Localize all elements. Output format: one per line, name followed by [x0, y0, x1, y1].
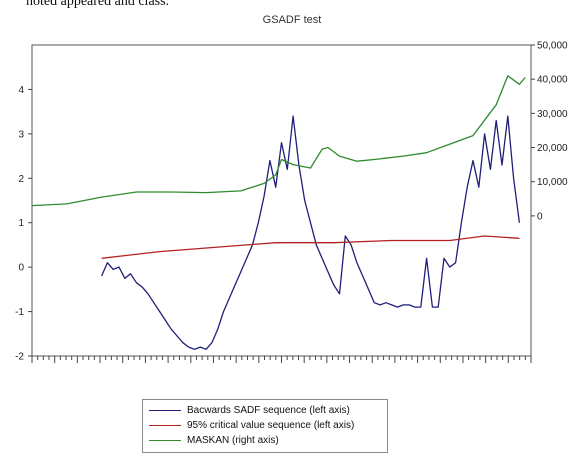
legend-swatch-maskan: [149, 440, 181, 441]
left-axis-tick-label: -2: [15, 352, 24, 363]
chart-title: GSADF test: [262, 14, 322, 26]
right-axis-tick-label: 10,000: [537, 177, 568, 188]
legend-swatch-critical: [149, 425, 181, 426]
legend-entry-sadf: Bacwards SADF sequence (left axis): [149, 403, 381, 418]
legend-label-critical: 95% critical value sequence (left axis): [187, 420, 355, 431]
right-axis-tick-label: 40,000: [537, 75, 568, 86]
plot-frame: [31, 44, 532, 357]
left-axis-tick-label: 1: [18, 218, 24, 229]
left-axis-tick-label: -1: [15, 307, 24, 318]
left-axis-tick-label: 0: [18, 263, 24, 274]
right-axis-tick-label: 20,000: [537, 143, 568, 154]
series-line-maskan: [31, 75, 526, 207]
legend-entry-critical: 95% critical value sequence (left axis): [149, 418, 381, 433]
right-axis-tick-label: 0: [537, 211, 543, 222]
legend-entry-maskan: MASKAN (right axis): [149, 433, 381, 448]
legend-label-sadf: Bacwards SADF sequence (left axis): [187, 405, 350, 416]
legend-label-maskan: MASKAN (right axis): [187, 435, 279, 446]
gsadf-chart: -2 -1 0 1 2 3 4 0 10,000 20,000 30,000 40,000 50,000: [15, 41, 568, 363]
right-axis-tick-label: 50,000: [537, 41, 568, 52]
left-axis-tick-label: 3: [18, 129, 24, 140]
page-text-fragment: noted appeared and class.: [26, 0, 170, 9]
series-line-critical-value: [101, 235, 520, 259]
left-axis-tick-label: 2: [18, 174, 24, 185]
right-axis-tick-label: 30,000: [537, 109, 568, 120]
left-axis-tick-label: 4: [18, 85, 24, 96]
legend-swatch-sadf: [149, 410, 181, 411]
series-line-sadf: [101, 115, 521, 350]
chart-legend: Bacwards SADF sequence (left axis) 95% c…: [142, 399, 388, 453]
